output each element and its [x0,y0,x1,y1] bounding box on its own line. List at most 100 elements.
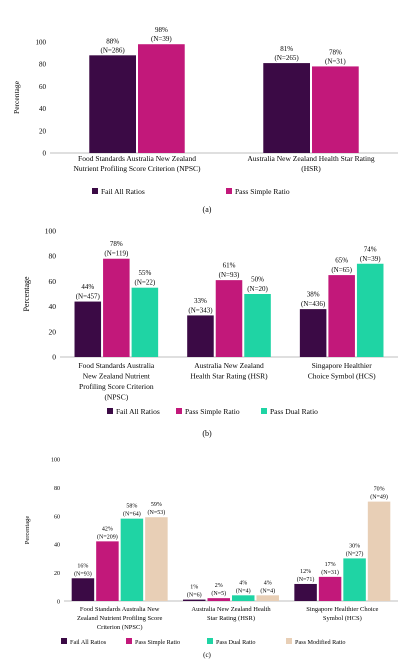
bar [343,558,366,601]
bar-value-label: 1% [190,585,198,591]
x-category-label: Food Standards Australia New Zealand [78,154,196,163]
y-tick-label: 60 [54,514,60,520]
legend-label: Fail All Ratios [101,187,145,196]
bar [207,598,230,601]
y-tick-label: 100 [45,227,57,236]
bar-value-label: 4% [264,580,272,586]
legend-swatch [226,188,232,194]
x-category-label: (NPSC) [104,393,128,402]
chart-panel-b: 0 20 40 60 80 100 Percentage (N=457) 44% (N=119) 7… [22,227,398,438]
y-tick-label: 0 [52,353,56,362]
x-category-label: Singapore Healthier Choice [306,606,378,613]
bar-n-label: (N=93) [74,570,92,577]
y-tick-label: 20 [54,571,60,577]
bar-value-label: 16% [77,563,88,569]
bar [138,44,185,153]
legend-swatch [207,638,213,644]
bar [244,294,271,357]
bar [215,280,243,357]
x-category-label: Symbol (HCS) [323,615,362,622]
legend-swatch [261,408,267,414]
bar-n-label: (N=65) [331,266,352,274]
bar-n-label: (N=343) [188,306,213,314]
legend-label: Fail All Ratios [116,407,160,416]
y-tick-label: 40 [49,302,57,311]
y-tick-label: 80 [39,61,47,69]
panel-label: (c) [203,651,211,659]
bar [187,315,214,357]
y-tick-label: 20 [39,127,47,135]
legend-swatch [92,188,98,194]
bar [131,287,159,357]
x-category-label: New Zealand Nutrient [83,372,151,381]
bar-value-label: 74% [364,245,377,253]
bar-n-label: (N=64) [123,511,141,518]
bar [71,578,95,601]
x-category-label: Australia New Zealand [194,361,264,370]
bar [145,517,168,601]
legend-label: Pass Dual Ratio [270,407,318,416]
legend-label: Pass Dual Ratio [216,639,256,646]
bar-value-label: 88% [106,37,119,45]
bar-n-label: (N=265) [275,54,300,62]
y-tick-label: 100 [51,458,60,464]
bar-n-label: (N=6) [187,592,202,599]
bar [120,518,144,601]
bar-n-label: (N=457) [76,293,101,301]
bar-value-label: 61% [223,262,236,270]
bar-value-label: 2% [215,583,223,589]
bar [96,541,119,601]
bar-n-label: (N=5) [211,590,226,597]
legend-label: Pass Simple Ratio [235,187,290,196]
y-axis-label: Percentage [22,276,31,312]
x-category-label: Australia New Zealand Health Star Rating [247,154,375,163]
bar-value-label: 78% [329,48,342,56]
bar [294,583,317,601]
bar-value-label: 17% [325,562,336,568]
x-category-label: Health Star Rating (HSR) [190,372,268,381]
bar-value-label: 81% [280,45,293,53]
y-axis-label: Percentage [12,80,21,114]
bar [356,263,384,357]
bar [367,501,391,601]
y-tick-label: 60 [49,277,57,286]
y-tick-label: 40 [54,543,60,549]
x-category-label: Zealand Nutrient Profiling Score [77,615,162,622]
legend-swatch [107,408,113,414]
bar-value-label: 55% [138,269,151,277]
y-tick-label: 20 [49,327,57,336]
bar-n-label: (N=119) [104,250,129,258]
bar-n-label: (N=31) [325,57,346,65]
bar-n-label: (N=93) [219,271,240,279]
bar-n-label: (N=31) [321,569,339,576]
x-category-label: Singapore Healthier [312,361,373,370]
y-tick-label: 0 [43,150,47,158]
bar [312,66,359,153]
legend-label: Pass Modified Ratio [295,639,346,646]
legend-swatch [126,638,132,644]
x-category-label: Choice Symbol (HCS) [308,372,376,381]
x-category-label: (HSR) [301,164,321,173]
bar-value-label: 44% [81,283,94,291]
chart-panel-a: 0 20 40 60 80 100 Percentage (N=286)88% (N=39)98… [12,26,398,214]
bar-value-label: 38% [307,291,320,299]
bar [103,258,130,357]
bar-n-label: (N=27) [346,550,364,557]
x-category-label: Criterion (NPSC) [97,624,143,631]
bar-n-label: (N=39) [360,255,381,263]
legend-label: Fail All Ratios [70,639,107,646]
y-axis-label: Percentage [24,516,31,545]
bar [74,301,102,357]
chart-panel-c: 0 20 40 60 80 100 Percentage (N=93)16% (N=209)42… [24,458,398,659]
bar-value-label: 50% [251,276,264,284]
bar-value-label: 70% [374,487,385,493]
x-category-label: Australia New Zealand Health [191,606,271,613]
x-category-label: Profiling Score Criterion [79,382,154,391]
bar-value-label: 59% [151,502,162,508]
bar [256,595,279,601]
bar-value-label: 58% [126,504,137,510]
bar-value-label: 30% [349,543,360,549]
bar-value-label: 98% [155,26,168,34]
bar-n-label: (N=22) [135,279,156,287]
